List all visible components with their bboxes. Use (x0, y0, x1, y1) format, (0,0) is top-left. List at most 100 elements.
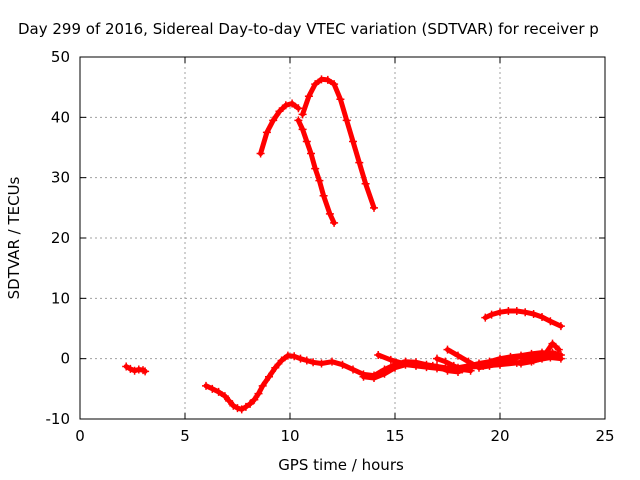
data-point (290, 352, 299, 361)
data-point (449, 361, 458, 370)
data-point (254, 389, 263, 398)
series-line-9 (295, 117, 337, 226)
data-point (349, 365, 357, 374)
y-tick-label: 30 (51, 169, 70, 187)
data-point (265, 372, 273, 381)
data-point (433, 354, 441, 363)
series-line-10 (300, 76, 377, 211)
y-axis-label: SDTVAR / TECUs (5, 176, 23, 299)
data-point (233, 404, 242, 413)
data-point (130, 366, 139, 375)
data-point (556, 322, 565, 331)
data-point (256, 149, 265, 158)
data-point (443, 345, 452, 354)
data-point (517, 351, 525, 360)
data-point (342, 116, 351, 125)
data-point (529, 310, 538, 319)
data-point (271, 363, 280, 372)
data-point (302, 356, 311, 365)
data-point (380, 369, 389, 378)
x-tick-label: 25 (595, 427, 614, 445)
series-line-6 (445, 341, 562, 371)
data-point (281, 101, 290, 110)
data-point (250, 395, 259, 404)
data-point (275, 107, 284, 116)
data-point (296, 354, 305, 363)
data-point (262, 128, 271, 137)
series-line-7 (482, 308, 564, 329)
x-tick-label: 20 (490, 427, 509, 445)
data-point (370, 373, 378, 382)
data-point (141, 367, 150, 376)
data-point (481, 313, 490, 322)
data-point (399, 359, 408, 368)
data-point (288, 99, 297, 108)
data-point (202, 381, 210, 390)
y-tick-label: 0 (60, 350, 70, 368)
data-point (208, 384, 217, 393)
data-point (412, 360, 420, 369)
data-point (229, 401, 238, 410)
data-point (466, 366, 475, 375)
data-point (386, 355, 395, 364)
data-point (527, 357, 536, 366)
data-point (475, 363, 483, 372)
data-point (517, 359, 525, 368)
data-point (302, 137, 311, 146)
data-point (538, 313, 546, 322)
data-point (214, 387, 223, 396)
x-tick-label: 10 (280, 427, 299, 445)
data-point (521, 308, 530, 317)
data-point (496, 308, 504, 317)
data-point (538, 354, 546, 363)
data-point (311, 164, 320, 173)
data-point (338, 360, 347, 369)
data-point (307, 149, 315, 158)
data-point (527, 349, 536, 358)
y-tick-label: 20 (51, 229, 70, 247)
data-point (241, 402, 250, 411)
data-point (309, 358, 318, 367)
data-point (220, 392, 229, 401)
data-marks (122, 75, 565, 414)
x-tick-label: 15 (385, 427, 404, 445)
data-point (328, 357, 336, 366)
data-point (294, 104, 303, 113)
data-point (122, 362, 131, 371)
data-point (298, 110, 307, 119)
data-point (441, 357, 450, 366)
data-point (464, 357, 473, 366)
y-tick-label: 50 (51, 48, 70, 66)
data-point (336, 95, 345, 104)
data-point (246, 399, 255, 408)
data-point (361, 179, 370, 188)
data-point (370, 203, 378, 212)
data-point (225, 396, 234, 405)
data-point (506, 357, 515, 366)
data-point (428, 361, 437, 370)
data-point (487, 310, 496, 319)
data-point (237, 405, 246, 414)
data-point (315, 176, 324, 185)
y-tick-label: -10 (46, 410, 71, 428)
chart-title: Day 299 of 2016, Sidereal Day-to-day VTE… (18, 20, 599, 38)
data-point (277, 356, 286, 365)
data-point (391, 363, 399, 372)
data-point (546, 353, 555, 362)
data-point (374, 351, 383, 360)
data-point (454, 351, 462, 360)
data-point (323, 75, 332, 84)
data-point (496, 359, 504, 368)
data-point (355, 158, 364, 167)
data-point (554, 345, 563, 354)
data-point (548, 339, 557, 348)
data-point (546, 317, 555, 326)
data-point (317, 359, 326, 368)
data-point (512, 307, 521, 316)
data-point (359, 372, 368, 381)
data-point (304, 92, 313, 101)
data-point (294, 116, 303, 125)
data-point (258, 381, 267, 390)
